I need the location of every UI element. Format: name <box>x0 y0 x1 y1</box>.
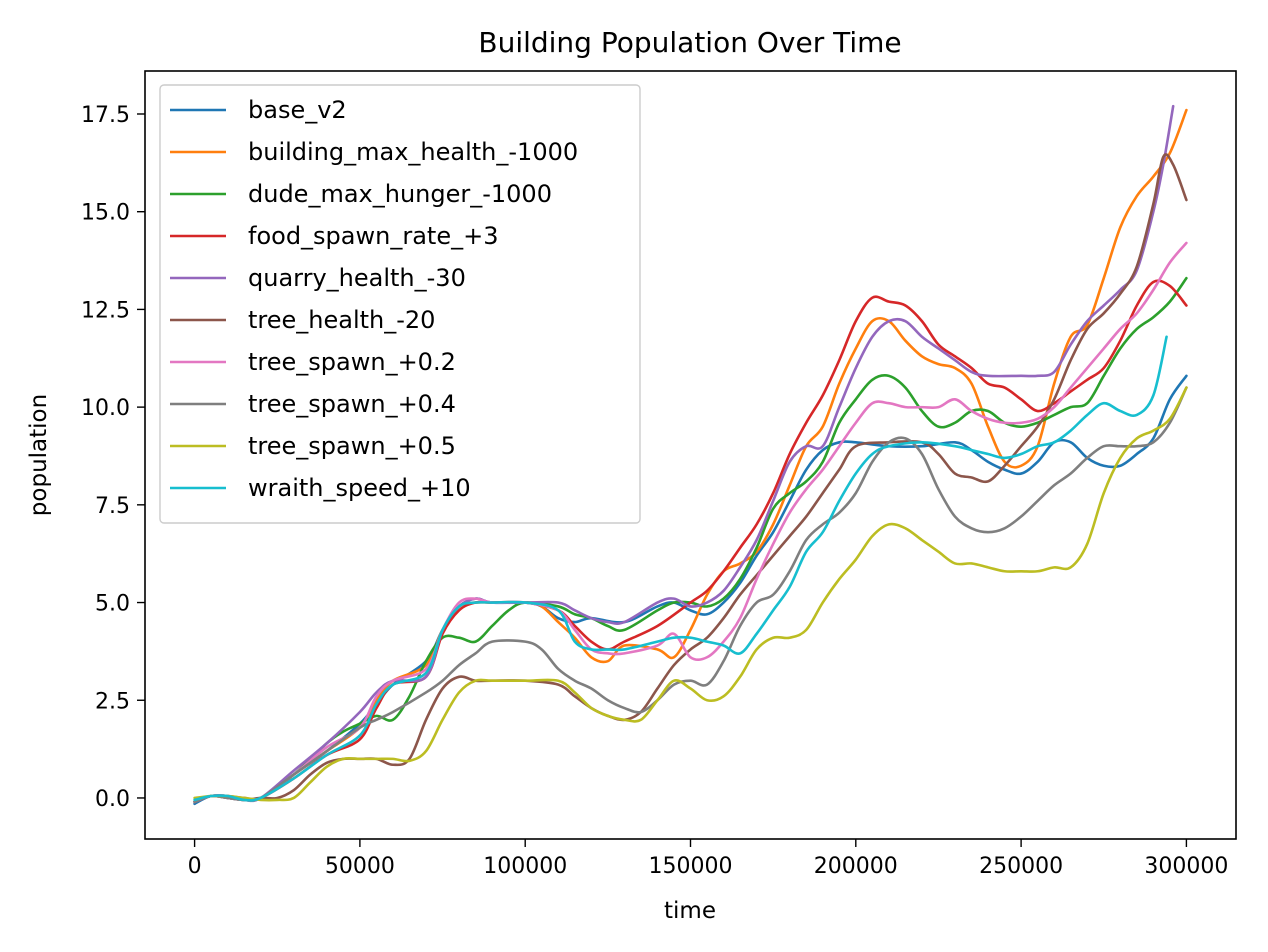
legend-entry-label: tree_spawn_+0.4 <box>248 390 456 418</box>
y-tick-label: 12.5 <box>81 298 130 323</box>
y-axis-label: population <box>26 394 52 516</box>
y-tick-label: 17.5 <box>81 103 130 128</box>
x-axis: 0 50000 100000 150000 200000 250000 300000 <box>188 839 1228 879</box>
x-tick-label: 250000 <box>979 854 1063 879</box>
legend: base_v2 building_max_health_-1000 dude_max… <box>159 84 641 524</box>
chart-title: Building Population Over Time <box>478 26 901 59</box>
x-axis-label: time <box>664 898 716 924</box>
legend-entry-label: base_v2 <box>248 96 347 124</box>
x-tick-label: 100000 <box>483 854 567 879</box>
legend-entry-label: wraith_speed_+10 <box>248 474 471 502</box>
y-tick-label: 5.0 <box>95 592 130 617</box>
y-tick-label: 2.5 <box>95 689 130 714</box>
legend-entry-label: food_spawn_rate_+3 <box>248 222 498 250</box>
y-tick-label: 0.0 <box>95 787 130 812</box>
series-line-tree_spawn_+0.2 <box>193 241 1188 804</box>
legend-entry-label: dude_max_hunger_-1000 <box>248 180 552 208</box>
y-tick-label: 15.0 <box>81 201 130 226</box>
y-tick-label: 7.5 <box>95 494 130 519</box>
legend-entry-label: tree_spawn_+0.5 <box>248 432 456 460</box>
plot-area <box>193 104 1188 806</box>
x-tick-label: 300000 <box>1144 854 1228 879</box>
x-tick-label: 0 <box>188 854 202 879</box>
x-tick-label: 200000 <box>814 854 898 879</box>
legend-entry-label: tree_health_-20 <box>248 306 435 334</box>
legend-box <box>159 84 641 524</box>
legend-entry-label: quarry_health_-30 <box>248 264 466 292</box>
y-axis: 0.0 2.5 5.0 7.5 10.0 12.5 15.0 17.5 <box>81 103 145 812</box>
legend-entry-label: tree_spawn_+0.2 <box>248 348 456 376</box>
x-tick-label: 50000 <box>325 854 395 879</box>
x-tick-label: 150000 <box>649 854 733 879</box>
legend-entry-label: building_max_health_-1000 <box>248 138 578 166</box>
y-tick-label: 10.0 <box>81 396 130 421</box>
series-line-tree_spawn_+0.5 <box>193 386 1188 802</box>
series-line-wraith_speed_+10 <box>193 335 1168 802</box>
series-line-tree_spawn_+0.4 <box>193 386 1188 804</box>
